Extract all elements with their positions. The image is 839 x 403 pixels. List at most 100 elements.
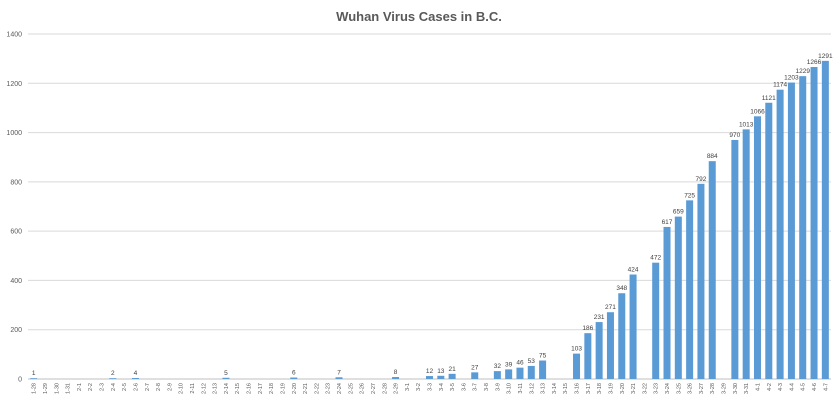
bar — [516, 367, 524, 379]
bar — [448, 373, 456, 379]
data-label: 21 — [449, 366, 457, 373]
x-tick-label: 2-16 — [247, 383, 253, 394]
x-tick-label: 3-5 — [450, 383, 456, 391]
bar — [742, 129, 750, 379]
x-tick-label: 3-23 — [654, 383, 660, 394]
x-tick-label: 3-13 — [541, 383, 547, 394]
data-label: 1 — [32, 370, 36, 377]
chart-title: Wuhan Virus Cases in B.C. — [336, 9, 502, 24]
bar — [131, 378, 139, 379]
y-tick-label: 1000 — [6, 130, 22, 137]
x-tick-label: 3-31 — [744, 383, 750, 394]
data-label: 6 — [292, 370, 296, 377]
y-tick-label: 1400 — [6, 32, 22, 39]
x-tick-label: 3-11 — [518, 383, 524, 394]
y-tick-label: 600 — [10, 229, 22, 236]
x-tick-label: 3-30 — [733, 383, 739, 394]
x-tick-label: 1-28 — [32, 383, 38, 394]
bar — [708, 161, 716, 379]
data-label: 39 — [505, 361, 513, 368]
x-tick-label: 3-7 — [473, 383, 479, 391]
x-tick-label: 3-29 — [722, 383, 728, 394]
x-tick-label: 3-10 — [507, 383, 513, 394]
x-tick-label: 2-28 — [382, 383, 388, 394]
data-label: 46 — [516, 360, 524, 367]
x-tick-label: 2-25 — [348, 383, 354, 394]
bar — [584, 333, 592, 379]
data-label: 2 — [111, 370, 115, 377]
x-tick-label: 4-1 — [755, 383, 761, 391]
x-tick-label: 3-6 — [461, 383, 467, 391]
data-label: 884 — [707, 153, 718, 160]
x-tick-label: 2-23 — [326, 383, 332, 394]
x-tick-label: 1-31 — [66, 383, 72, 394]
data-label: 424 — [628, 267, 639, 274]
x-tick-label: 2-15 — [235, 383, 241, 394]
x-tick-label: 3-26 — [688, 383, 694, 394]
bar — [618, 293, 626, 379]
data-label: 7 — [337, 369, 341, 376]
bar — [652, 262, 660, 379]
x-tick-label: 2-2 — [88, 383, 94, 391]
bar — [290, 377, 298, 379]
x-tick-label: 2-19 — [280, 383, 286, 394]
bar — [30, 378, 38, 379]
x-tick-label: 3-21 — [631, 383, 637, 394]
x-tick-label: 3-27 — [699, 383, 705, 394]
gridlines — [28, 33, 831, 380]
bar — [799, 76, 807, 379]
x-tick-label: 2-20 — [292, 383, 298, 394]
x-tick-label: 4-6 — [812, 383, 818, 391]
bar — [686, 200, 694, 379]
bar — [765, 102, 773, 379]
x-tick-label: 2-10 — [179, 383, 185, 394]
x-tick-label: 2-22 — [314, 383, 320, 394]
x-tick-label: 3-9 — [495, 383, 501, 391]
bar — [697, 183, 705, 379]
bar — [527, 365, 535, 379]
x-tick-label: 2-9 — [167, 383, 173, 391]
y-tick-label: 1200 — [6, 81, 22, 88]
x-tick-label: 4-4 — [789, 383, 795, 391]
bar — [573, 353, 581, 379]
data-label: 1066 — [750, 108, 765, 115]
bar — [595, 322, 603, 379]
data-label: 970 — [729, 132, 740, 139]
x-tick-label: 2-27 — [371, 383, 377, 394]
x-tick-label: 3-25 — [676, 383, 682, 394]
data-label: 1266 — [807, 59, 822, 66]
bar — [539, 360, 547, 379]
bar — [731, 139, 739, 379]
x-tick-label: 2-7 — [145, 383, 151, 391]
x-tick-label: 3-24 — [665, 383, 671, 394]
y-tick-label: 800 — [10, 179, 22, 186]
data-label: 27 — [471, 364, 479, 371]
x-tick-label: 3-2 — [416, 383, 422, 391]
x-tick-label: 3-19 — [608, 383, 614, 394]
x-tick-label: 2-11 — [190, 383, 196, 394]
bar — [471, 372, 479, 379]
bar — [392, 377, 400, 379]
data-label: 5 — [224, 370, 228, 377]
data-label: 472 — [650, 255, 661, 262]
data-label: 1121 — [762, 95, 776, 102]
x-tick-label: 2-17 — [258, 383, 264, 394]
x-tick-label: 1-30 — [54, 383, 60, 394]
x-tick-label: 2-4 — [111, 383, 117, 391]
x-tick-label: 2-1 — [77, 383, 83, 391]
x-tick-label: 2-12 — [201, 383, 207, 394]
data-label: 792 — [696, 176, 707, 183]
data-label: 8 — [394, 369, 398, 376]
x-tick-label: 4-7 — [823, 383, 829, 391]
bar — [810, 67, 818, 380]
data-label: 32 — [494, 363, 502, 370]
data-label: 186 — [582, 325, 593, 332]
data-label: 1013 — [739, 121, 754, 128]
data-label: 725 — [684, 192, 695, 199]
bar — [425, 376, 434, 379]
bar — [335, 377, 343, 379]
x-tick-label: 2-8 — [156, 383, 162, 391]
bar — [674, 216, 682, 379]
x-tick-label: 3-1 — [405, 383, 411, 391]
